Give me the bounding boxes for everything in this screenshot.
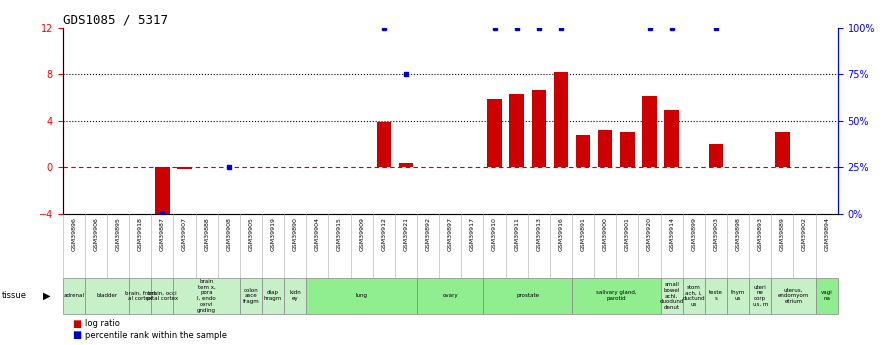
Bar [262,278,284,314]
Text: ■: ■ [72,319,81,328]
Text: GSM39913: GSM39913 [537,217,541,251]
Text: prostate: prostate [516,293,539,298]
Text: GSM39902: GSM39902 [802,217,807,251]
Text: GSM39918: GSM39918 [138,217,142,251]
Text: GSM39901: GSM39901 [625,217,630,251]
Bar [417,278,484,314]
Text: GSM39912: GSM39912 [382,217,386,251]
Text: GSM39911: GSM39911 [514,217,519,251]
Text: tissue: tissue [2,291,27,300]
Bar [642,96,657,167]
Text: GSM39898: GSM39898 [736,217,741,251]
Text: GSM39899: GSM39899 [692,217,696,251]
Text: GSM39894: GSM39894 [824,217,829,251]
Bar [576,135,590,167]
Text: GSM39906: GSM39906 [93,217,99,251]
Bar [531,90,546,167]
Text: bladder: bladder [97,293,117,298]
Text: GSM39903: GSM39903 [713,217,719,251]
Text: kidn
ey: kidn ey [289,290,301,301]
Text: ovary: ovary [443,293,458,298]
Bar [572,278,660,314]
Bar [376,122,391,167]
Text: GSM39891: GSM39891 [581,217,586,251]
Text: brain, front
al cortex: brain, front al cortex [125,290,156,301]
Text: vagi
na: vagi na [821,290,832,301]
Text: uteri
ne
corp
us, m: uteri ne corp us, m [753,285,768,307]
Text: ▶: ▶ [43,291,50,301]
Text: GSM39889: GSM39889 [780,217,785,251]
Text: GSM39917: GSM39917 [470,217,475,251]
Bar [665,110,679,167]
Text: GSM39916: GSM39916 [558,217,564,251]
Text: GSM39907: GSM39907 [182,217,187,251]
Bar [705,278,727,314]
Text: thym
us: thym us [731,290,745,301]
Bar [709,144,723,167]
Text: lung: lung [356,293,367,298]
Text: GSM39914: GSM39914 [669,217,674,251]
Bar [484,278,572,314]
Text: GSM39896: GSM39896 [72,217,76,251]
Text: percentile rank within the sample: percentile rank within the sample [85,331,227,340]
Text: small
bowel
achl,
duodund
denut: small bowel achl, duodund denut [659,282,684,310]
Text: brain
tem x,
pora
l, endo
cervi
gnding: brain tem x, pora l, endo cervi gnding [197,279,216,313]
Text: colon
asce
fragm: colon asce fragm [243,287,259,304]
Bar [620,132,634,167]
Bar [399,163,413,167]
Bar [129,278,151,314]
Text: log ratio: log ratio [85,319,120,328]
Bar [174,278,240,314]
Text: GSM39908: GSM39908 [227,217,231,251]
Bar [306,278,417,314]
Text: GSM39900: GSM39900 [603,217,607,251]
Text: GSM39887: GSM39887 [159,217,165,251]
Bar [554,72,568,167]
Text: GDS1085 / 5317: GDS1085 / 5317 [63,13,168,27]
Bar [85,278,129,314]
Bar [240,278,262,314]
Text: diap
hragm: diap hragm [264,290,282,301]
Text: GSM39904: GSM39904 [314,217,320,251]
Text: salivary gland,
parotid: salivary gland, parotid [596,290,637,301]
Bar [775,132,789,167]
Text: brain, occi
pital cortex: brain, occi pital cortex [147,290,178,301]
Text: GSM39892: GSM39892 [426,217,431,251]
Text: GSM39888: GSM39888 [204,217,209,251]
Text: uterus,
endomyom
etrium: uterus, endomyom etrium [778,287,809,304]
Bar [151,278,174,314]
Text: GSM39915: GSM39915 [337,217,342,251]
Text: adrenal: adrenal [64,293,84,298]
Bar [63,278,85,314]
Text: GSM39895: GSM39895 [116,217,121,251]
Text: GSM39897: GSM39897 [448,217,452,251]
Text: GSM39893: GSM39893 [758,217,762,251]
Text: GSM39890: GSM39890 [293,217,297,251]
Bar [727,278,749,314]
Text: ■: ■ [72,331,81,340]
Bar [660,278,683,314]
Bar [284,278,306,314]
Bar [749,278,771,314]
Bar [177,167,192,169]
Bar [598,130,613,167]
Bar [510,94,524,167]
Text: stom
ach, i,
ductund
us: stom ach, i, ductund us [683,285,705,307]
Bar [815,278,838,314]
Bar [683,278,705,314]
Bar [771,278,815,314]
Text: GSM39909: GSM39909 [359,217,364,251]
Text: teste
s: teste s [709,290,723,301]
Text: GSM39910: GSM39910 [492,217,497,251]
Text: GSM39920: GSM39920 [647,217,652,251]
Text: GSM39921: GSM39921 [403,217,409,251]
Bar [487,99,502,167]
Text: GSM39905: GSM39905 [248,217,254,251]
Bar [155,167,169,220]
Text: GSM39919: GSM39919 [271,217,276,251]
